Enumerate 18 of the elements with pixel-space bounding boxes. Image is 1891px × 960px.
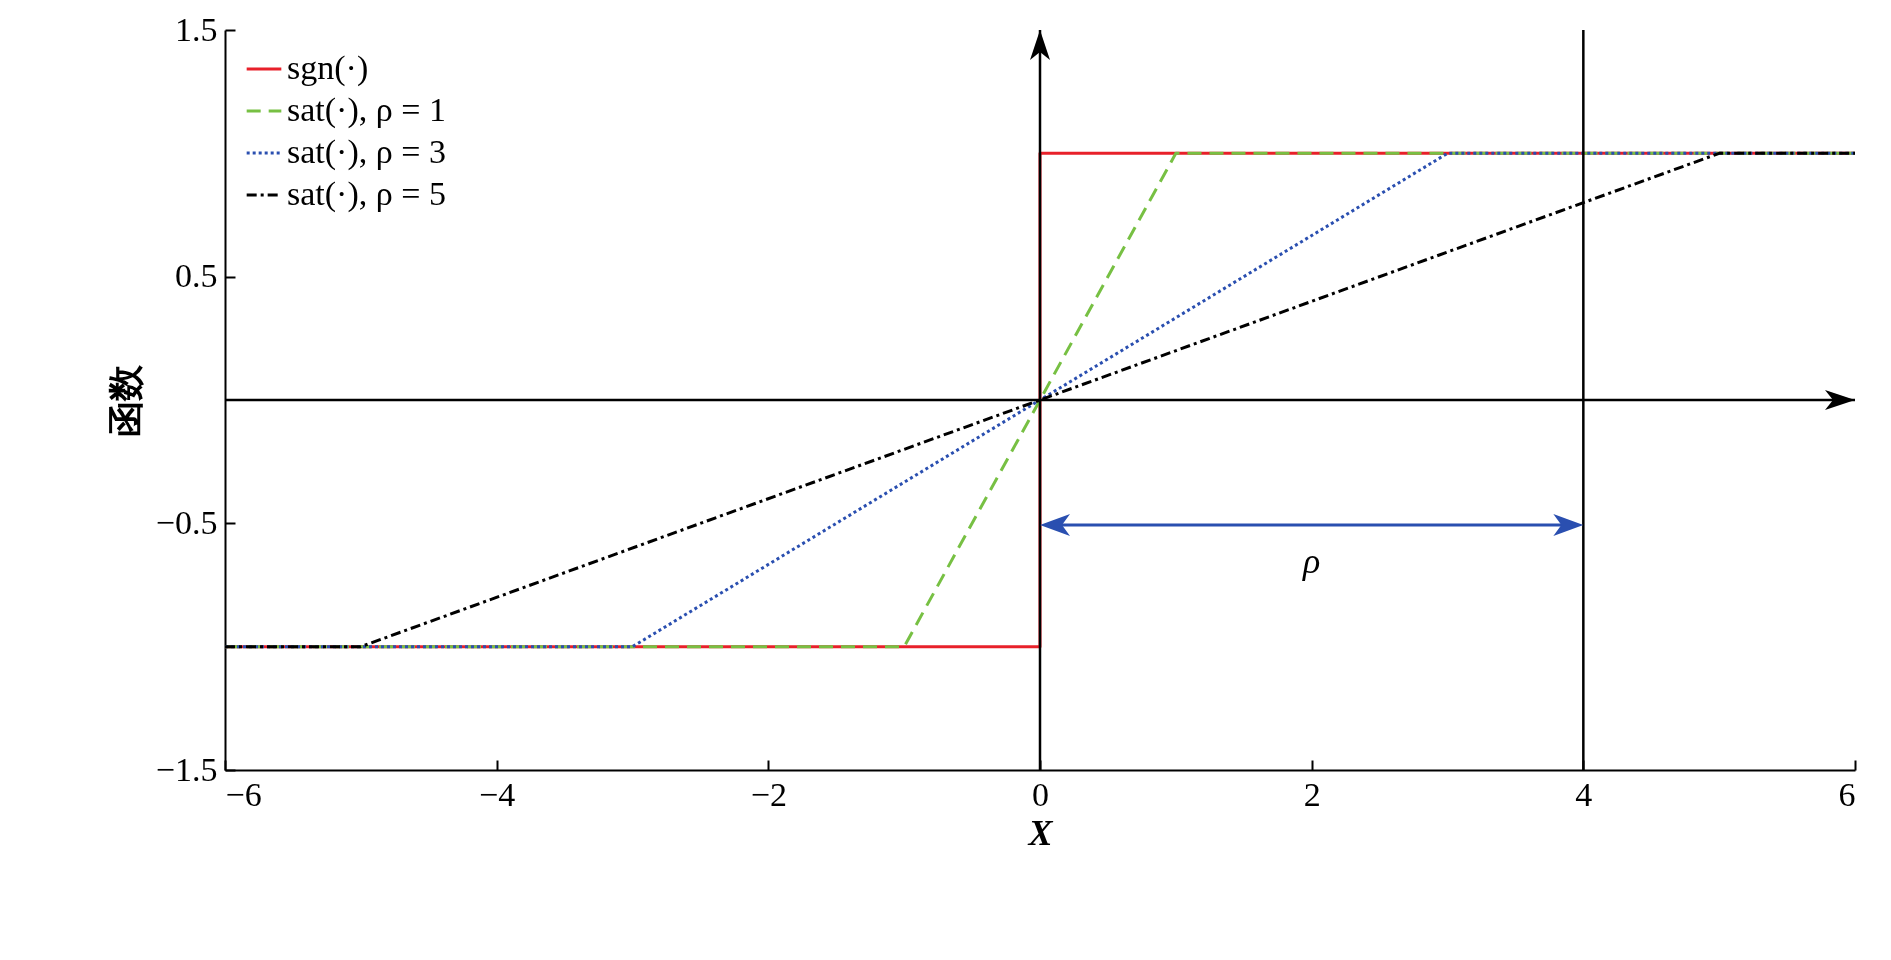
x-tick-label: 6 bbox=[1838, 775, 1856, 813]
legend-label: sgn(·) bbox=[287, 49, 369, 87]
x-tick-label: −4 bbox=[479, 775, 516, 813]
y-tick-label: 0.5 bbox=[175, 257, 218, 295]
x-tick-label: 0 bbox=[1032, 775, 1049, 813]
y-tick-label: −1.5 bbox=[155, 750, 218, 788]
x-axis-title: X bbox=[1027, 812, 1054, 853]
annotation: ρ bbox=[1302, 541, 1321, 581]
x-tick-label: −6 bbox=[225, 775, 262, 813]
legend-label: sat(·), ρ = 3 bbox=[287, 133, 446, 171]
x-tick-label: 4 bbox=[1575, 775, 1593, 813]
y-axis-title: 函数 bbox=[105, 363, 146, 437]
y-tick-label: −0.5 bbox=[155, 503, 218, 541]
x-tick-label: −2 bbox=[750, 775, 787, 813]
legend-label: sat(·), ρ = 5 bbox=[287, 175, 446, 213]
x-tick-label: 2 bbox=[1303, 775, 1321, 813]
y-tick-label: 1.5 bbox=[175, 10, 218, 48]
legend-label: sat(·), ρ = 1 bbox=[287, 91, 446, 129]
